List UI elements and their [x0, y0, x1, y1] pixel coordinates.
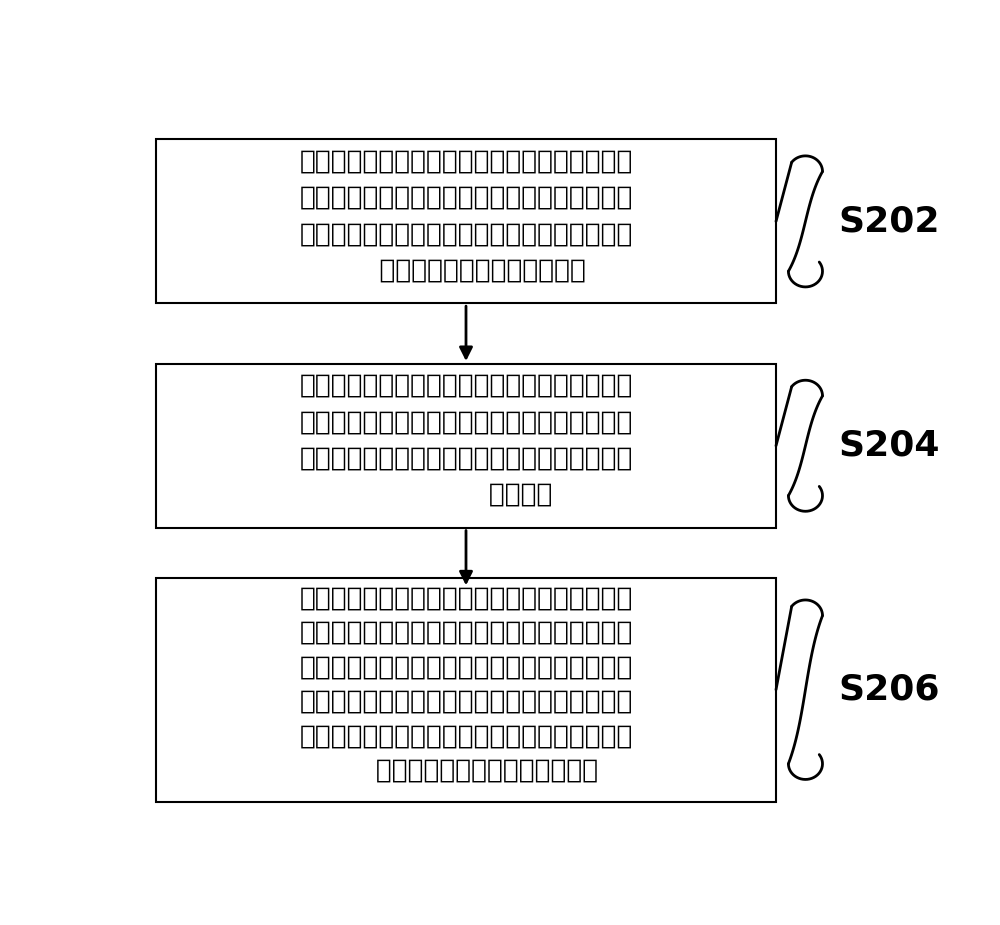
Text: 根据目标测试任务的多个脚本在测试时所采用的: 根据目标测试任务的多个脚本在测试时所采用的: [299, 148, 633, 174]
Text: 中，设备池中包含执行目标测试任务所需的多个: 中，设备池中包含执行目标测试任务所需的多个: [299, 446, 633, 472]
Text: 基于测试子任务序列中的测试子任务的顺序，依: 基于测试子任务序列中的测试子任务的顺序，依: [299, 586, 633, 611]
Text: S204: S204: [838, 429, 940, 462]
Text: 测试子任务包含至少一个脚本: 测试子任务包含至少一个脚本: [346, 257, 586, 284]
FancyBboxPatch shape: [156, 577, 776, 802]
FancyBboxPatch shape: [156, 140, 776, 303]
Text: 时，所需的最短时长对应的测试子任务序列，其: 时，所需的最短时长对应的测试子任务序列，其: [299, 409, 633, 435]
Text: S206: S206: [838, 672, 940, 707]
Text: 设备释放至设备池，直至执行完测试子任务序列: 设备释放至设备池，直至执行完测试子任务序列: [299, 723, 633, 749]
Text: 中的最后一个测试子任务的测试: 中的最后一个测试子任务的测试: [334, 758, 598, 783]
Text: 所需的拓扑网络以执行测试，并在执行完每个测: 所需的拓扑网络以执行测试，并在执行完每个测: [299, 654, 633, 680]
Text: 每个类型的拓扑组网对应一个测试子任务，每个: 每个类型的拓扑组网对应一个测试子任务，每个: [299, 221, 633, 247]
Text: 确定调用设备池中的测试设备执行目标测试任务: 确定调用设备池中的测试设备执行目标测试任务: [299, 373, 633, 399]
FancyBboxPatch shape: [156, 364, 776, 527]
Text: 次从测试设备池中获取测试设备组成测试子任务: 次从测试设备池中获取测试设备组成测试子任务: [299, 620, 633, 646]
Text: 拓扑组网的类型，确定多个测试子任务，其中，: 拓扑组网的类型，确定多个测试子任务，其中，: [299, 185, 633, 211]
Text: 测试设备: 测试设备: [380, 482, 552, 508]
Text: S202: S202: [838, 204, 940, 239]
Text: 试任务子的测试之后，将测试子任务使用的测试: 试任务子的测试之后，将测试子任务使用的测试: [299, 689, 633, 715]
